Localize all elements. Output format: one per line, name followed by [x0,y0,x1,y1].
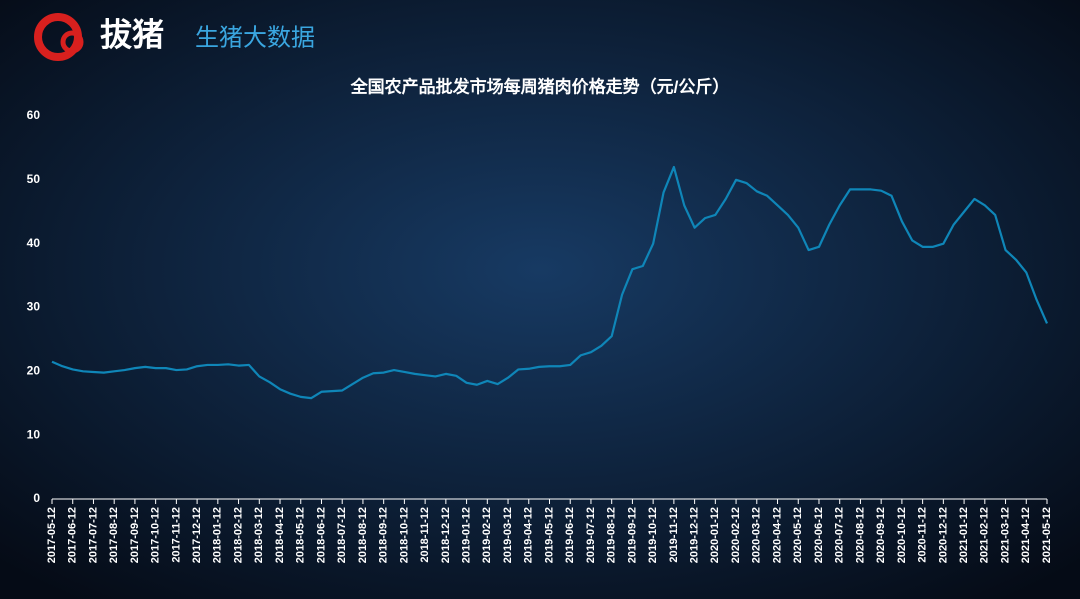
x-tick-label: 2020-06-12 [813,507,825,563]
x-tick-label: 2019-03-12 [502,507,514,563]
x-tick-label: 2019-11-12 [668,507,680,563]
x-tick-label: 2017-08-12 [108,507,120,563]
x-tick-label: 2021-04-12 [1020,507,1032,563]
x-tick-label: 2020-10-12 [896,507,908,563]
x-tick-label: 2018-12-12 [440,507,452,563]
y-tick-label: 30 [27,300,41,314]
x-tick-label: 2021-05-12 [1041,507,1053,563]
x-tick-label: 2020-03-12 [751,507,763,563]
x-tick-label: 2019-02-12 [481,507,493,563]
x-tick-label: 2017-07-12 [87,507,99,563]
x-tick-label: 2018-05-12 [295,507,307,563]
chart-title: 全国农产品批发市场每周猪肉价格走势（元/公斤） [350,76,730,96]
x-tick-label: 2017-10-12 [150,507,162,563]
x-tick-label: 2019-06-12 [564,507,576,563]
x-tick-label: 2019-12-12 [689,507,701,563]
x-tick-label: 2019-09-12 [626,507,638,563]
x-tick-label: 2018-11-12 [419,507,431,563]
x-tick-label: 2020-08-12 [854,507,866,563]
x-tick-label: 2019-07-12 [585,507,597,563]
x-tick-label: 2017-06-12 [67,507,79,563]
x-tick-label: 2021-01-12 [958,507,970,563]
y-tick-label: 50 [27,172,41,186]
x-tick-label: 2020-02-12 [730,507,742,563]
x-tick-label: 2018-09-12 [378,507,390,563]
x-tick-label: 2021-02-12 [979,507,991,563]
x-tick-label: 2017-12-12 [191,507,203,563]
y-tick-label: 60 [27,108,41,122]
x-tick-label: 2018-03-12 [253,507,265,563]
x-tick-label: 2019-01-12 [460,507,472,563]
x-tick-label: 2020-04-12 [771,507,783,563]
y-tick-label: 10 [27,427,41,441]
x-tick-label: 2018-10-12 [398,507,410,563]
price-line [51,165,1049,400]
y-tick-label: 20 [27,364,41,378]
x-tick-label: 2017-09-12 [129,507,141,563]
brand-text: 生猪大数据 [195,24,315,51]
x-tick-label: 2019-10-12 [647,507,659,563]
x-tick-label: 2018-06-12 [315,507,327,563]
x-tick-label: 2020-11-12 [917,507,929,563]
x-tick-label: 2018-04-12 [274,507,286,563]
x-tick-label: 2018-07-12 [336,507,348,563]
x-tick-label: 2020-09-12 [875,507,887,563]
x-tick-label: 2020-12-12 [937,507,949,563]
x-tick-label: 2019-04-12 [523,507,535,563]
x-tick-label: 2020-07-12 [834,507,846,563]
x-tick-label: 2017-05-12 [46,507,58,563]
x-tick-label: 2019-05-12 [543,507,555,563]
x-tick-label: 2018-01-12 [212,507,224,563]
x-tick-label: 2020-01-12 [709,507,721,563]
y-tick-label: 40 [27,236,41,250]
x-tick-label: 2018-02-12 [232,507,244,563]
logo-icon [34,13,84,61]
x-tick-label: 2017-11-12 [170,507,182,563]
x-tick-label: 2021-03-12 [999,507,1011,563]
x-tick-label: 2019-08-12 [606,507,618,563]
y-tick-label: 0 [33,491,40,505]
x-tick-label: 2020-05-12 [792,507,804,563]
logo-text: 拔猪 [100,16,164,52]
x-tick-label: 2018-08-12 [357,507,369,563]
